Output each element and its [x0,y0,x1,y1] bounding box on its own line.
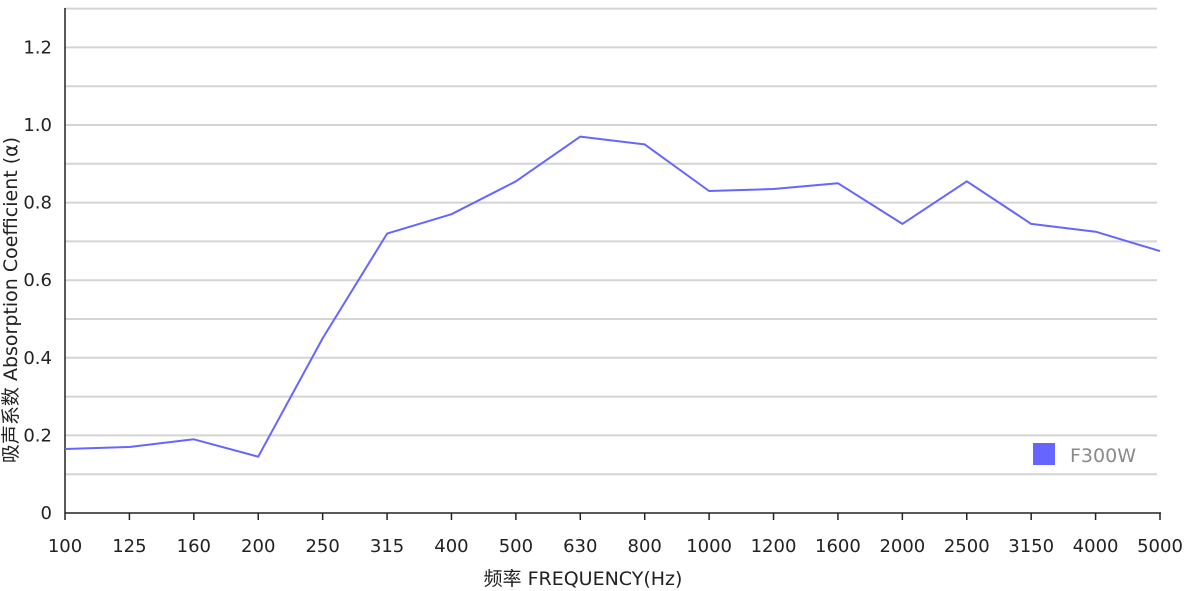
x-tick-label: 160 [177,536,211,557]
legend-label: F300W [1070,445,1136,467]
x-tick-label: 1200 [751,536,797,557]
x-tick-label: 1600 [815,536,861,557]
x-tick-label: 4000 [1073,536,1119,557]
y-tick-label: 1.0 [23,115,52,136]
legend: F300W [1033,443,1136,467]
x-tick-label: 200 [241,536,275,557]
x-tick-label: 5000 [1137,536,1183,557]
x-tick-label: 1000 [686,536,732,557]
y-tick-label: 0 [41,503,52,524]
y-tick-label: 0.4 [23,348,52,369]
x-tick-label: 800 [628,536,662,557]
y-tick-label: 0.8 [23,193,52,214]
x-axis-title: 频率 FREQUENCY(Hz) [484,568,683,590]
y-tick-label: 0.2 [23,425,52,446]
y-tick-label: 1.2 [23,37,52,58]
x-tick-labels: 100 125 160 200 250 315 400 500 630 800 1000 1200 16… [48,513,1183,557]
x-tick-label: 2500 [944,536,990,557]
y-axis-title: 吸声系数 Absorption Coefficient (α) [0,137,22,463]
y-tick-labels: 0 0.2 0.4 0.6 0.8 1.0 1.2 [23,37,52,524]
x-tick-label: 500 [499,536,533,557]
y-tick-label: 0.6 [23,270,52,291]
series-group [64,135,1161,458]
legend-swatch [1033,443,1055,465]
x-tick-label: 3150 [1008,536,1054,557]
x-tick-label: 630 [563,536,597,557]
x-tick-label: 2000 [879,536,925,557]
series-line [64,135,1161,458]
x-tick-label: 400 [434,536,468,557]
x-tick-label: 100 [48,536,82,557]
x-tick-label: 315 [370,536,404,557]
x-tick-label: 125 [112,536,146,557]
grid-lines [65,7,1157,476]
x-tick-label: 250 [305,536,339,557]
